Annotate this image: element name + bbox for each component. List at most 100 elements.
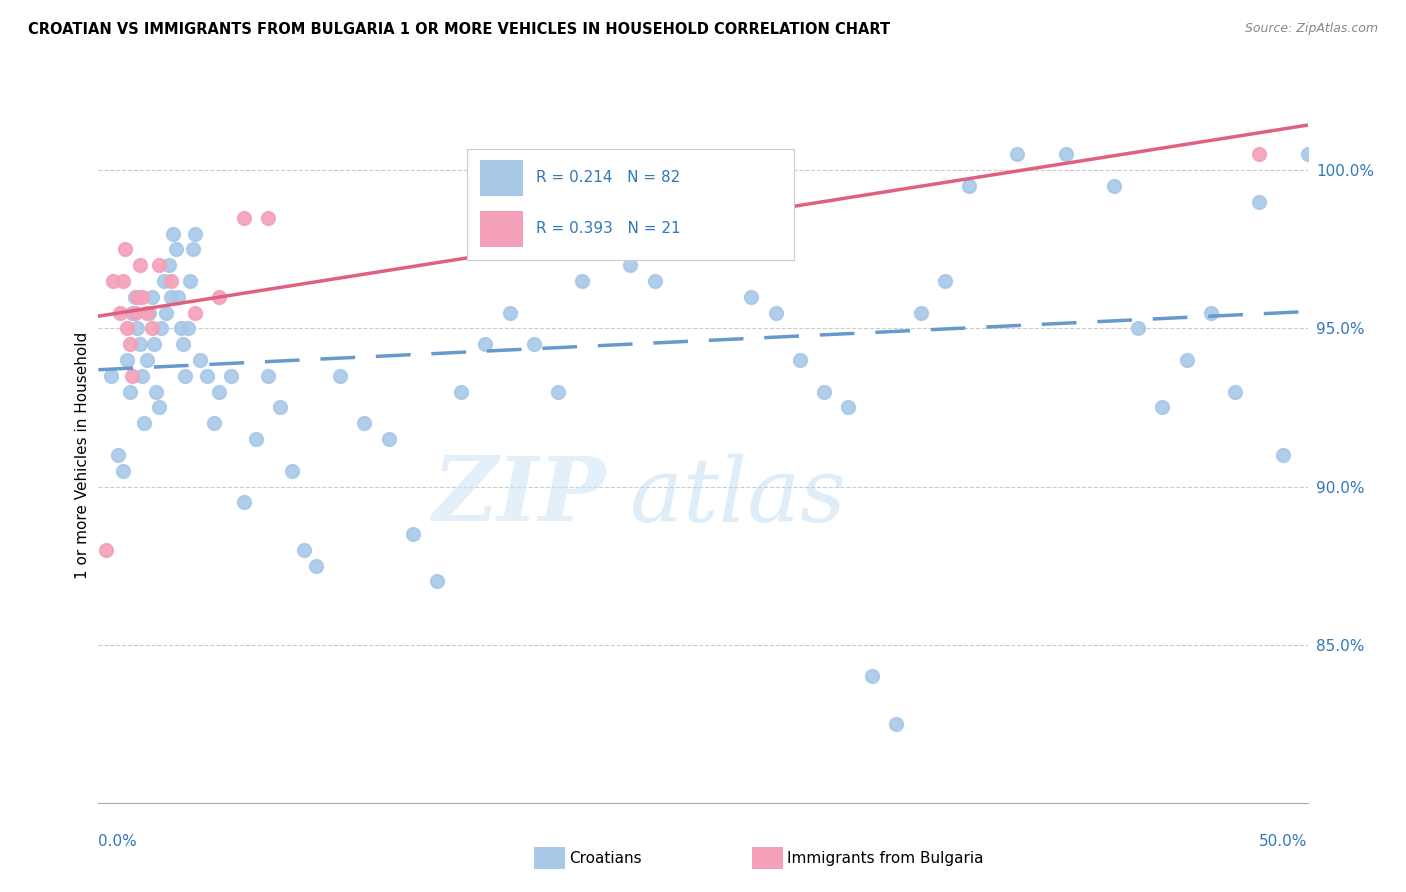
Point [523, 337, 546, 351]
Point [134, 417, 156, 431]
Point [305, 558, 328, 573]
Point [208, 290, 231, 304]
Point [111, 464, 134, 478]
Point [450, 384, 472, 399]
Point [957, 179, 980, 194]
Point [181, 243, 204, 257]
Point [121, 368, 143, 383]
Point [135, 353, 157, 368]
Point [160, 290, 183, 304]
Point [269, 401, 291, 415]
Point [188, 353, 211, 368]
Point [143, 337, 166, 351]
Point [232, 211, 254, 225]
Point [353, 417, 375, 431]
Point [886, 716, 908, 731]
Point [165, 243, 187, 257]
Point [256, 211, 278, 225]
Point [172, 337, 194, 351]
Point [145, 384, 167, 399]
Point [813, 384, 835, 399]
Text: 50.0%: 50.0% [1260, 834, 1308, 849]
Point [141, 290, 163, 304]
Point [118, 337, 141, 351]
Point [860, 669, 883, 683]
Point [934, 274, 956, 288]
Point [474, 337, 496, 351]
Point [127, 290, 149, 304]
Point [232, 495, 254, 509]
Point [162, 227, 184, 241]
Point [138, 305, 160, 319]
Point [644, 274, 666, 288]
Point [221, 368, 243, 383]
Point [100, 368, 122, 383]
Point [292, 542, 315, 557]
Point [1102, 179, 1125, 194]
Point [148, 401, 170, 415]
Text: Immigrants from Bulgaria: Immigrants from Bulgaria [787, 851, 984, 865]
Text: Source: ZipAtlas.com: Source: ZipAtlas.com [1244, 22, 1378, 36]
Point [910, 305, 932, 319]
Point [765, 305, 787, 319]
Point [245, 432, 267, 446]
Point [1249, 194, 1271, 209]
Point [208, 384, 231, 399]
Point [281, 464, 304, 478]
Point [1128, 321, 1150, 335]
Point [1272, 448, 1295, 462]
Y-axis label: 1 or more Vehicles in Household: 1 or more Vehicles in Household [75, 331, 90, 579]
Point [740, 290, 762, 304]
Point [148, 258, 170, 272]
Point [177, 321, 200, 335]
Text: CROATIAN VS IMMIGRANTS FROM BULGARIA 1 OR MORE VEHICLES IN HOUSEHOLD CORRELATION: CROATIAN VS IMMIGRANTS FROM BULGARIA 1 O… [28, 22, 890, 37]
Point [547, 384, 569, 399]
Point [1152, 401, 1174, 415]
Text: Croatians: Croatians [569, 851, 643, 865]
Point [619, 258, 641, 272]
Text: ZIP: ZIP [433, 453, 606, 540]
Point [117, 353, 139, 368]
Point [150, 321, 173, 335]
Point [160, 274, 183, 288]
Point [111, 274, 134, 288]
Point [179, 274, 201, 288]
Point [127, 321, 149, 335]
Point [184, 227, 207, 241]
Point [571, 274, 593, 288]
Point [94, 542, 117, 557]
Point [101, 274, 124, 288]
Point [135, 305, 157, 319]
Point [595, 243, 617, 257]
Point [118, 384, 141, 399]
Text: atlas: atlas [630, 453, 846, 540]
Point [498, 305, 520, 319]
Point [131, 368, 153, 383]
Point [131, 290, 153, 304]
Point [174, 368, 197, 383]
Point [128, 337, 150, 351]
Point [124, 305, 146, 319]
Point [121, 305, 143, 319]
Point [402, 527, 425, 541]
Point [114, 243, 136, 257]
Point [117, 321, 139, 335]
Point [716, 243, 738, 257]
Point [128, 258, 150, 272]
Point [141, 321, 163, 335]
Point [1007, 147, 1029, 161]
Point [377, 432, 399, 446]
Point [157, 258, 180, 272]
Point [789, 353, 811, 368]
Point [1223, 384, 1246, 399]
Point [155, 305, 177, 319]
Point [256, 368, 278, 383]
Point [1175, 353, 1198, 368]
Point [668, 227, 690, 241]
Point [1054, 147, 1077, 161]
Point [108, 305, 131, 319]
Point [184, 305, 207, 319]
Text: 0.0%: 0.0% [98, 834, 138, 849]
Point [167, 290, 190, 304]
Point [195, 368, 218, 383]
